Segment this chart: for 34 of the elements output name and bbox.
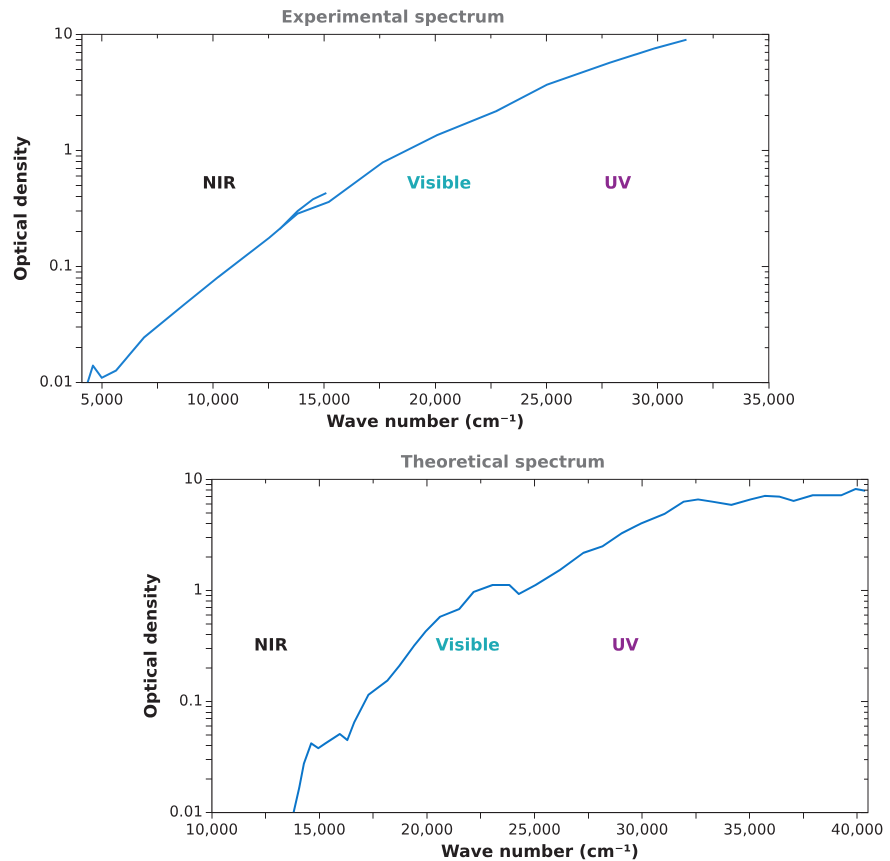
x-axis-title: Wave number (cm⁻¹) — [326, 412, 524, 432]
y-tick-label: 0.01 — [169, 802, 203, 820]
y-tick-label: 1 — [63, 140, 73, 158]
x-tick-label: 10,000 — [186, 820, 238, 838]
y-tick-label: 1 — [193, 580, 203, 598]
x-tick-label: 30,000 — [631, 390, 684, 408]
annotation: Visible — [406, 174, 472, 194]
y-tick-label: 0.1 — [178, 691, 203, 710]
x-tick-label: 25,000 — [520, 390, 573, 408]
annotation: NIR — [254, 635, 288, 656]
annotation: Visible — [436, 635, 500, 656]
annotation: NIR — [202, 174, 236, 194]
x-tick-label: 20,000 — [409, 390, 462, 408]
x-tick-label: 30,000 — [616, 820, 668, 838]
y-axis-title: Optical density — [142, 574, 162, 718]
x-axis-title: Wave number (cm⁻¹) — [440, 842, 639, 861]
x-tick-label: 5,000 — [80, 390, 124, 408]
x-tick-label: 35,000 — [723, 820, 776, 838]
x-tick-label: 10,000 — [186, 390, 240, 408]
y-tick-label: 0.1 — [48, 256, 73, 274]
x-tick-label: 40,000 — [830, 820, 884, 838]
x-tick-label: 15,000 — [293, 820, 346, 838]
y-tick-label: 10 — [184, 469, 203, 488]
chart-title: Theoretical spectrum — [400, 452, 606, 473]
y-tick-label: 0.01 — [39, 372, 73, 390]
annotation: UV — [612, 635, 640, 656]
x-tick-label: 20,000 — [400, 820, 454, 838]
annotation: UV — [604, 174, 632, 194]
y-tick-label: 10 — [54, 24, 73, 42]
x-tick-label: 25,000 — [508, 820, 561, 838]
y-axis-title: Optical density — [12, 136, 32, 281]
chart-title: Experimental spectrum — [281, 8, 505, 28]
x-tick-label: 35,000 — [742, 390, 796, 408]
x-tick-label: 15,000 — [298, 390, 350, 408]
